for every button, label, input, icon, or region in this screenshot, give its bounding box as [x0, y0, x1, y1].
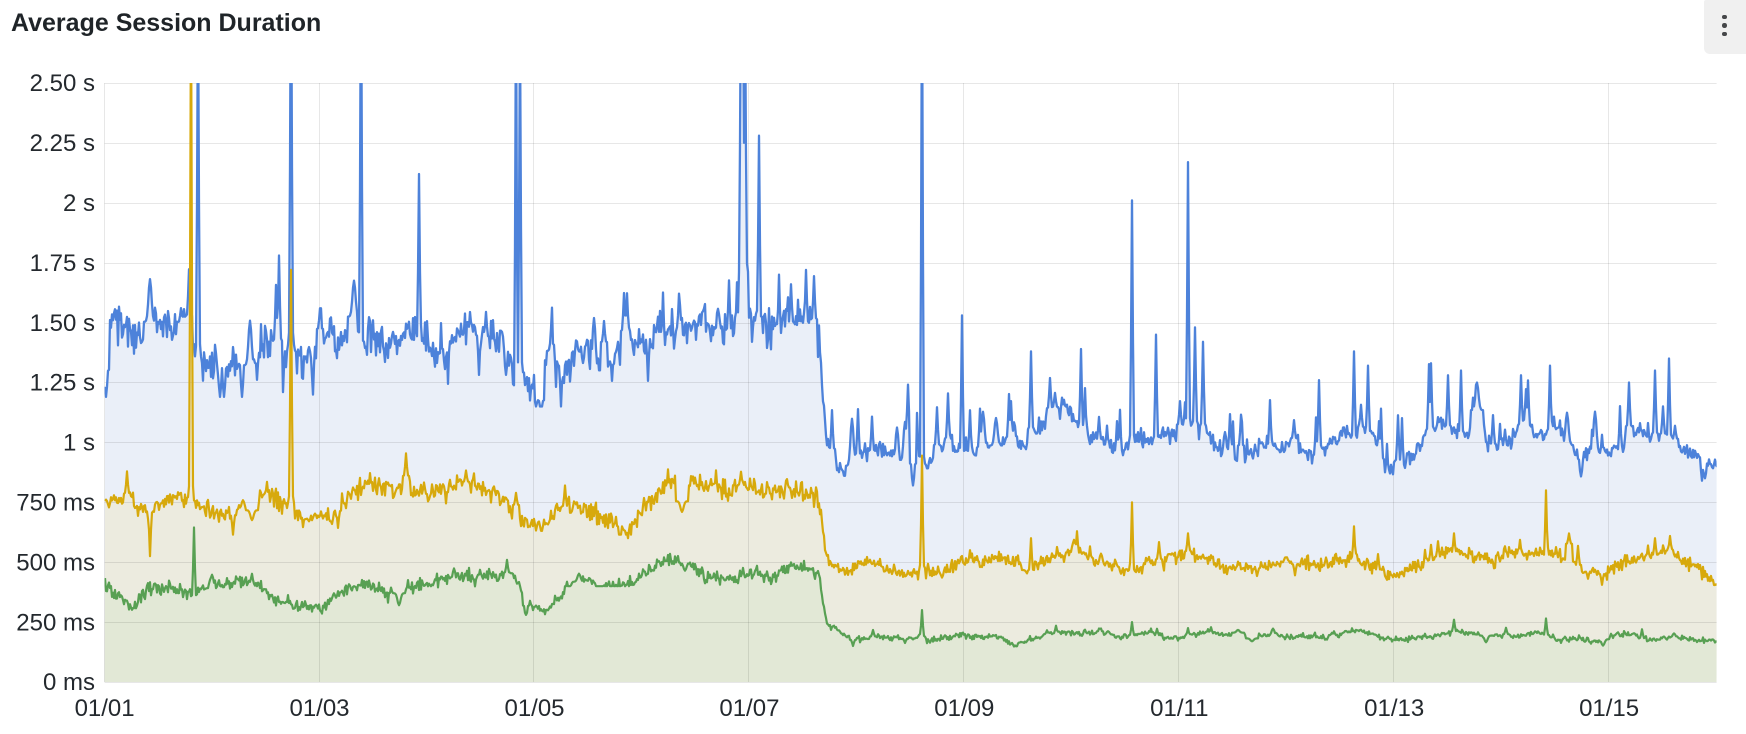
svg-text:01/03: 01/03: [289, 695, 349, 722]
svg-text:01/01: 01/01: [75, 695, 135, 722]
svg-text:01/15: 01/15: [1579, 695, 1639, 722]
svg-text:0 ms: 0 ms: [43, 669, 95, 696]
svg-text:01/05: 01/05: [504, 695, 564, 722]
svg-text:01/11: 01/11: [1150, 695, 1208, 722]
svg-text:2 s: 2 s: [63, 190, 95, 217]
svg-text:500 ms: 500 ms: [16, 549, 95, 576]
svg-text:2.50 s: 2.50 s: [30, 70, 95, 97]
svg-text:750 ms: 750 ms: [16, 490, 95, 517]
svg-text:1.50 s: 1.50 s: [30, 310, 95, 337]
svg-text:01/13: 01/13: [1364, 695, 1424, 722]
svg-text:2.25 s: 2.25 s: [30, 130, 95, 157]
svg-text:01/07: 01/07: [719, 695, 779, 722]
svg-text:01/09: 01/09: [934, 695, 994, 722]
svg-text:250 ms: 250 ms: [16, 609, 95, 636]
svg-text:1.75 s: 1.75 s: [30, 250, 95, 277]
svg-text:1 s: 1 s: [63, 430, 95, 457]
svg-text:1.25 s: 1.25 s: [30, 370, 95, 397]
